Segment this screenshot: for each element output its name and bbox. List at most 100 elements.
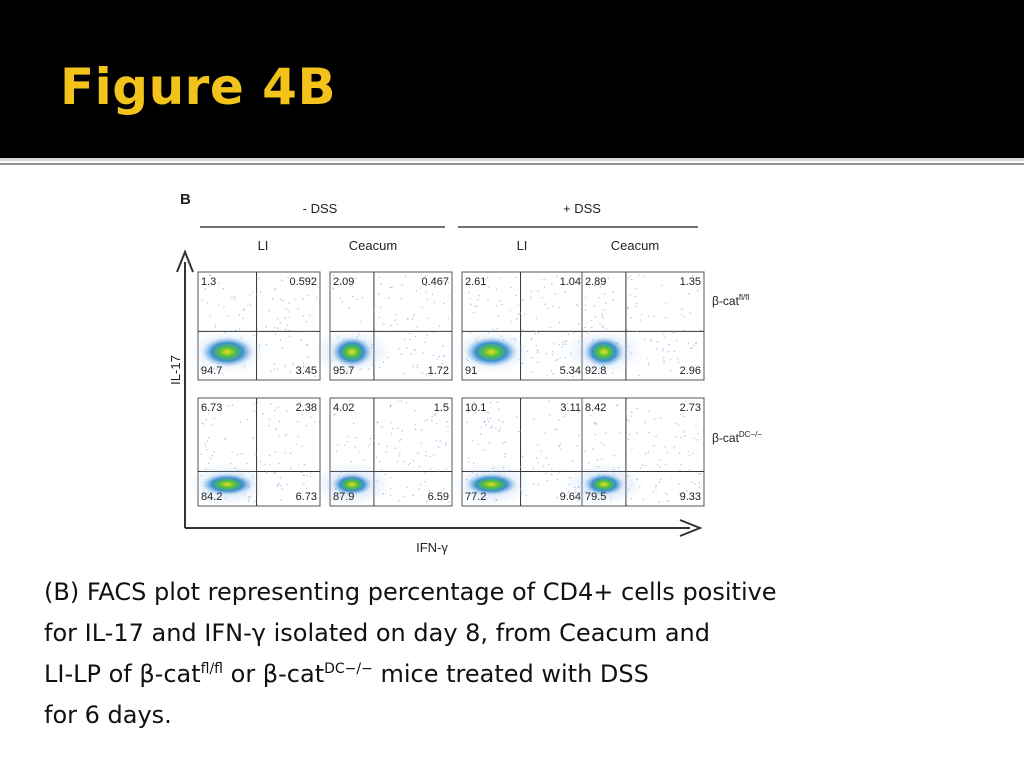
event-dot [380, 306, 382, 308]
event-dot [238, 328, 241, 330]
event-dot [697, 472, 700, 475]
event-dot [390, 432, 393, 435]
event-dot [447, 281, 449, 284]
event-dot [638, 374, 640, 377]
event-dot [548, 400, 550, 402]
event-dot [556, 275, 558, 277]
event-dot [354, 446, 356, 448]
event-dot [277, 407, 279, 409]
event-dot [295, 443, 297, 445]
event-dot [259, 460, 262, 463]
event-dot [644, 421, 646, 424]
event-dot [593, 422, 596, 424]
event-dot [289, 370, 292, 373]
event-dot [612, 291, 615, 293]
event-dot [301, 445, 303, 447]
event-dot [406, 401, 408, 404]
event-dot [247, 303, 249, 305]
event-dot [485, 278, 487, 280]
event-dot [253, 410, 255, 412]
event-dot [237, 469, 239, 472]
event-dot [429, 468, 432, 470]
event-dot [301, 413, 304, 416]
event-dot [279, 322, 282, 324]
event-dot [550, 370, 553, 372]
row-label: β-catDC−/− [712, 430, 762, 445]
event-dot [588, 462, 590, 464]
event-dot [413, 313, 415, 316]
event-dot [548, 330, 550, 332]
event-dot [410, 353, 412, 355]
event-dot [605, 432, 607, 435]
event-dot [287, 329, 290, 332]
event-dot [389, 487, 392, 490]
event-dot [648, 363, 650, 366]
event-dot [626, 341, 628, 343]
event-dot [678, 424, 680, 427]
quadrant-value-lr: 2.96 [680, 365, 701, 377]
event-dot [420, 429, 423, 431]
event-dot [543, 465, 545, 468]
event-dot [546, 307, 549, 309]
event-dot [691, 347, 693, 349]
event-dot [211, 424, 214, 426]
event-dot [247, 500, 250, 503]
event-dot [561, 470, 564, 472]
event-dot [435, 413, 437, 415]
event-dot [619, 432, 622, 434]
event-dot [265, 325, 267, 328]
event-dot [376, 480, 379, 483]
tissue-label: LI [258, 238, 269, 253]
event-dot [647, 315, 650, 317]
event-dot [314, 420, 316, 423]
y-axis-arrow [176, 249, 194, 273]
event-dot [201, 422, 203, 424]
event-dot [535, 457, 538, 459]
event-dot [268, 454, 271, 457]
event-dot [431, 415, 433, 418]
event-dot [565, 494, 567, 496]
event-dot [207, 491, 209, 494]
event-dot [478, 294, 480, 297]
event-dot [422, 352, 424, 354]
event-dot [652, 491, 654, 493]
event-dot [679, 493, 681, 495]
event-dot [689, 312, 691, 314]
event-dot [204, 443, 206, 445]
event-dot [673, 350, 676, 353]
event-dot [679, 469, 681, 472]
quadrant-value-ul: 2.61 [465, 276, 486, 288]
event-dot [389, 406, 392, 408]
event-dot [409, 338, 411, 341]
event-dot [515, 416, 518, 418]
event-dot [389, 286, 392, 289]
event-dot [659, 459, 662, 461]
event-dot [231, 297, 233, 299]
event-dot [571, 460, 574, 462]
event-dot [424, 341, 426, 343]
event-dot [356, 298, 358, 300]
quadrant-value-ll: 84.2 [201, 491, 222, 503]
cell-cluster [331, 336, 372, 367]
facs-plot: 1.3 0.592 94.7 3.45 [187, 271, 321, 381]
event-dot [466, 421, 468, 423]
event-dot [434, 414, 436, 417]
event-dot [218, 282, 220, 284]
event-dot [225, 437, 227, 439]
event-dot [415, 290, 418, 292]
caption-superscript: DC−/− [324, 661, 373, 677]
event-dot [585, 331, 588, 333]
event-dot [535, 344, 537, 347]
event-dot [666, 452, 668, 454]
event-dot [378, 443, 380, 446]
event-dot [284, 434, 286, 437]
event-dot [584, 309, 587, 311]
event-dot [274, 428, 277, 431]
event-dot [531, 357, 533, 359]
event-dot [695, 342, 698, 344]
event-dot [502, 466, 505, 469]
event-dot [403, 372, 405, 375]
event-dot [276, 485, 278, 487]
event-dot [311, 276, 313, 279]
event-dot [525, 494, 527, 497]
